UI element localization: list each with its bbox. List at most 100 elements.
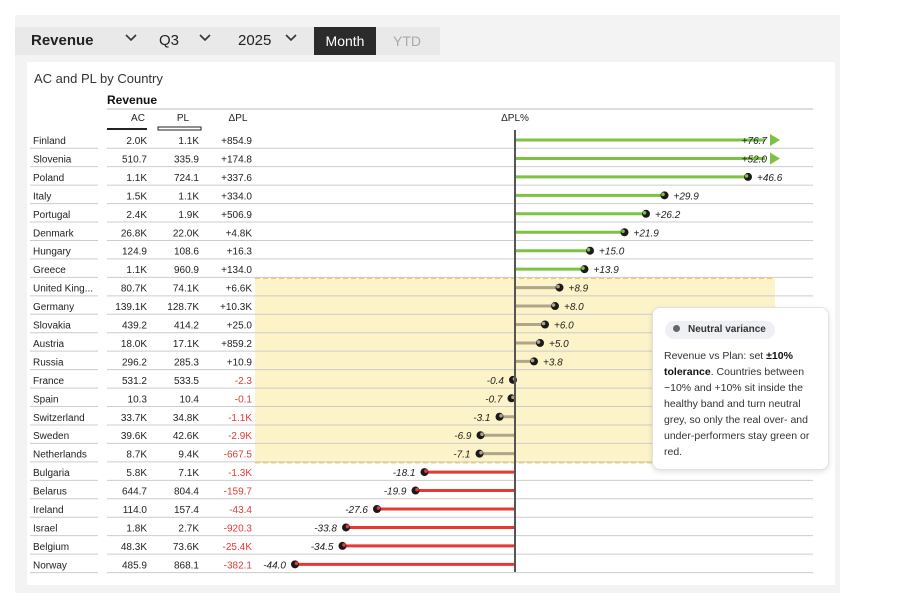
- pct-label: -44.0: [263, 560, 286, 571]
- dpl-value: +10.9: [227, 357, 253, 368]
- quarter-dropdown[interactable]: Q3: [159, 32, 180, 49]
- lollipop-dot-highlight: [581, 266, 585, 270]
- pct-label: -7.1: [453, 450, 470, 461]
- column-header-pl: PL: [176, 113, 190, 124]
- month-button[interactable]: Month: [314, 27, 376, 55]
- pct-label: +76.7: [742, 136, 768, 147]
- ac-value: 33.7K: [121, 413, 147, 424]
- country-label: Bulgaria: [33, 468, 70, 479]
- dpl-value: -667.5: [224, 450, 253, 461]
- ac-value: 2.0K: [126, 136, 147, 147]
- measure-dropdown[interactable]: Revenue: [31, 32, 94, 49]
- year-dropdown[interactable]: 2025: [238, 32, 272, 49]
- dpl-value: -1.1K: [228, 413, 252, 424]
- ac-value: 2.4K: [126, 210, 147, 221]
- pct-label: +26.2: [655, 210, 681, 221]
- ac-value: 485.9: [122, 560, 147, 571]
- ac-value: 26.8K: [121, 228, 147, 239]
- lollipop-dot-highlight: [415, 487, 419, 492]
- pct-label: +29.9: [674, 191, 700, 202]
- chevron-down-icon[interactable]: [125, 34, 137, 44]
- country-label: Poland: [33, 173, 64, 184]
- pct-label: +6.0: [554, 321, 574, 332]
- pl-value: 2.7K: [178, 523, 199, 534]
- country-label: Switzerland: [33, 413, 85, 424]
- pct-label: -18.1: [393, 468, 416, 479]
- lollipop-dot-highlight: [499, 413, 503, 418]
- dpl-value: +16.3: [227, 247, 253, 258]
- lollipop-dot-highlight: [424, 469, 428, 473]
- chevron-down-icon[interactable]: [199, 34, 211, 44]
- pill-label: Neutral variance: [688, 324, 766, 335]
- tooltip-card: Neutral variance Revenue vs Plan: set ±1…: [652, 307, 829, 470]
- dpl-value: -2.9K: [228, 431, 252, 442]
- country-label: Portugal: [33, 210, 70, 221]
- country-label: Greece: [33, 265, 66, 276]
- tooltip-text-bold: ±10% tolerance: [664, 350, 793, 378]
- country-label: Netherlands: [33, 450, 87, 461]
- lollipop-dot-highlight: [556, 284, 560, 289]
- pl-value: 108.6: [174, 247, 199, 258]
- lollipop-dot-highlight: [345, 524, 350, 529]
- pl-value: 9.4K: [178, 450, 199, 461]
- country-label: Germany: [33, 302, 74, 313]
- dpl-value: +134.0: [221, 265, 252, 276]
- lollipop-dot-highlight: [536, 340, 541, 344]
- country-label: Belgium: [33, 542, 69, 553]
- dpl-value: +859.2: [221, 339, 252, 350]
- overflow-arrow-icon: [770, 152, 780, 165]
- lollipop-dot-highlight: [479, 450, 483, 455]
- ytd-button[interactable]: YTD: [393, 33, 421, 49]
- ac-value: 124.9: [122, 247, 147, 258]
- chevron-down-icon[interactable]: [285, 34, 297, 44]
- tooltip-text: Revenue vs Plan: set ±10% tolerance. Cou…: [664, 348, 822, 460]
- country-label: Slovenia: [33, 154, 72, 165]
- ac-value: 1.1K: [126, 173, 147, 184]
- dpl-value: +174.8: [221, 154, 252, 165]
- dpl-value: -43.4: [229, 505, 252, 516]
- lollipop-dot-highlight: [511, 395, 515, 400]
- dpl-value: +334.0: [221, 191, 252, 202]
- dpl-value: +506.9: [221, 210, 252, 221]
- ac-value: 139.1K: [115, 302, 147, 313]
- pct-label: -19.9: [384, 487, 407, 498]
- pl-value: 960.9: [174, 265, 199, 276]
- dpl-value: +6.6K: [226, 284, 253, 295]
- ac-value: 439.2: [122, 321, 147, 332]
- country-label: Ireland: [33, 505, 64, 516]
- country-label: France: [33, 376, 65, 387]
- pl-value: 73.6K: [173, 542, 199, 553]
- dpl-value: -382.1: [224, 560, 253, 571]
- country-label: Austria: [33, 339, 65, 350]
- country-label: Norway: [33, 560, 67, 571]
- ac-value: 1.8K: [126, 523, 147, 534]
- lollipop-dot-highlight: [294, 561, 299, 566]
- pct-label: -0.4: [487, 376, 505, 387]
- country-label: Israel: [33, 523, 57, 534]
- overflow-arrow-icon: [770, 134, 780, 146]
- pl-value: 533.5: [174, 376, 199, 387]
- country-label: Sweden: [33, 431, 69, 442]
- pct-label: +13.9: [594, 265, 620, 276]
- country-label: United King...: [33, 284, 93, 295]
- country-label: Slovakia: [33, 321, 71, 332]
- column-header-ac: AC: [131, 113, 145, 124]
- dpl-value: -159.7: [224, 487, 253, 498]
- lollipop-dot-highlight: [376, 506, 381, 510]
- column-header-dpl: ΔPL: [228, 113, 248, 124]
- pct-label: -27.6: [345, 505, 368, 516]
- lollipop-dot-highlight: [642, 211, 647, 215]
- pl-value: 42.6K: [173, 431, 199, 442]
- country-label: Belarus: [33, 487, 67, 498]
- pct-label: +15.0: [599, 247, 625, 258]
- tooltip-text-before: Revenue vs Plan: set: [664, 350, 767, 362]
- lollipop-dot-highlight: [661, 192, 665, 197]
- column-header-dpl-pct: ΔPL%: [501, 113, 529, 124]
- pct-label: -6.9: [454, 431, 472, 442]
- ac-value: 10.3: [128, 394, 148, 405]
- country-label: Denmark: [33, 228, 75, 239]
- lollipop-dot-highlight: [342, 543, 346, 547]
- country-label: Finland: [33, 136, 66, 147]
- lollipop-dot-highlight: [480, 432, 484, 437]
- dpl-value: +4.8K: [226, 228, 253, 239]
